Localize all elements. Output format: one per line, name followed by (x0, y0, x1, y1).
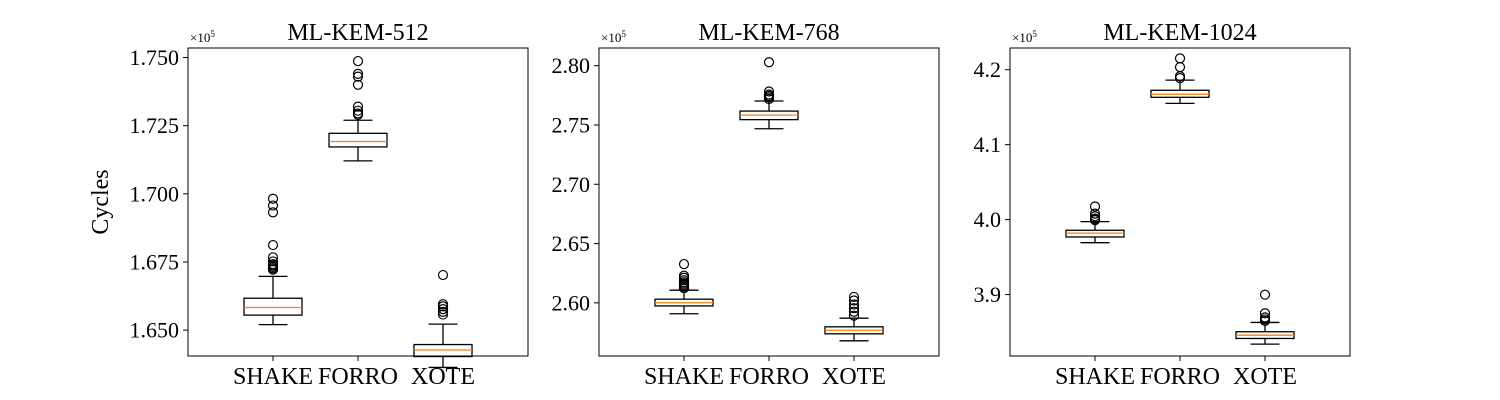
box-shake (1065, 201, 1125, 244)
multiplier-exponent: 5 (1032, 29, 1037, 39)
x-tick-label: XOTE (822, 364, 886, 390)
outlier-point (267, 259, 279, 270)
outlier-point (1259, 289, 1271, 300)
outlier-point (848, 295, 860, 306)
outlier-point (352, 55, 364, 67)
chart-title: ML-KEM-512 (287, 20, 428, 46)
x-tick-label: SHAKE (233, 364, 313, 390)
outlier-point (1089, 211, 1101, 222)
y-tick-label: 2.60 (552, 290, 591, 315)
x-tick-label: SHAKE (1055, 364, 1135, 390)
outlier-point (848, 291, 860, 303)
y-tick-label: 1.675 (130, 249, 180, 274)
y-tick-label: 4.0 (974, 207, 1002, 232)
axis-multiplier: ×105 (601, 29, 626, 45)
outlier-point (1259, 312, 1271, 323)
chart-panel-1: ML-KEM-512 ×105 1.650 1.675 1.700 1.725 1.750 S… (130, 20, 529, 390)
outlier-point (352, 101, 364, 112)
box-xote (413, 269, 473, 369)
chart-title: ML-KEM-1024 (1103, 20, 1256, 46)
x-tick-label: FORRO (318, 364, 398, 390)
y-tick-label: 1.725 (130, 113, 180, 138)
x-tick-label: XOTE (411, 364, 475, 390)
outlier-point (848, 310, 860, 321)
outlier-point (678, 275, 690, 286)
outlier-point (763, 57, 775, 68)
outlier-point (352, 79, 364, 90)
outlier-point (267, 252, 279, 263)
outlier-point (267, 207, 279, 218)
outlier-point (1174, 53, 1186, 64)
outlier-point (848, 306, 860, 317)
multiplier-base: ×10 (601, 30, 621, 45)
outlier-point (267, 256, 279, 267)
multiplier-base: ×10 (1012, 30, 1032, 45)
plot-frame (1009, 47, 1351, 357)
outlier-point (352, 71, 364, 82)
outlier-point (1259, 308, 1271, 319)
box-shake (654, 258, 714, 315)
box-xote (824, 291, 884, 342)
box-forro (328, 55, 388, 162)
outlier-point (352, 108, 364, 119)
y-tick-label: 1.750 (130, 45, 180, 70)
multiplier-base: ×10 (190, 30, 210, 45)
x-tick-label: FORRO (729, 364, 809, 390)
y-tick-label: 1.650 (130, 318, 180, 343)
chart-panel-3: ML-KEM-1024 ×105 3.9 4.0 4.1 4.2 SHAKE FORRO XOT… (974, 20, 1351, 390)
outlier-point (1174, 62, 1186, 73)
plot-frame (187, 47, 529, 357)
axis-multiplier: ×105 (190, 29, 215, 45)
box-xote (1235, 289, 1295, 345)
box-forro (1150, 53, 1210, 105)
chart-title: ML-KEM-768 (698, 20, 839, 46)
multiplier-exponent: 5 (210, 29, 215, 39)
multiplier-exponent: 5 (621, 29, 626, 39)
x-tick-label: FORRO (1140, 364, 1220, 390)
outlier-point (352, 105, 364, 116)
outlier-point (678, 270, 690, 281)
outlier-point (267, 239, 279, 251)
outlier-point (437, 309, 449, 320)
outlier-point (437, 304, 449, 315)
outlier-point (437, 269, 449, 281)
outlier-point (678, 258, 690, 270)
outlier-point (267, 193, 279, 204)
outlier-point (1089, 208, 1101, 219)
outlier-point (1089, 201, 1101, 212)
y-tick-label: 3.9 (974, 282, 1002, 307)
axis-multiplier: ×105 (1012, 29, 1037, 45)
y-tick-label: 2.70 (552, 172, 591, 197)
x-tick-label: SHAKE (644, 364, 724, 390)
iqr-box (328, 132, 388, 148)
outlier-point (848, 303, 860, 314)
y-tick-label: 4.1 (974, 132, 1002, 157)
iqr-box (243, 297, 303, 316)
y-tick-label: 2.80 (552, 53, 591, 78)
y-tick-label: 2.75 (552, 112, 591, 137)
outlier-point (267, 200, 279, 211)
y-tick-label: 2.65 (552, 231, 591, 256)
outlier-point (437, 299, 449, 310)
box-shake (243, 193, 303, 326)
chart-panel-2: ML-KEM-768 ×105 2.60 2.65 2.70 2.75 2.80 SHAKE F… (552, 20, 940, 390)
y-tick-label: 4.2 (974, 57, 1002, 82)
outlier-point (763, 89, 775, 100)
box-forro (739, 57, 799, 130)
outlier-point (437, 306, 449, 317)
y-axis-label: Cycles (88, 169, 114, 234)
outlier-point (763, 86, 775, 97)
y-tick-label: 1.700 (130, 181, 180, 206)
x-tick-label: XOTE (1233, 364, 1297, 390)
outlier-point (848, 299, 860, 310)
plot-frame (598, 47, 940, 357)
outlier-point (352, 68, 364, 79)
